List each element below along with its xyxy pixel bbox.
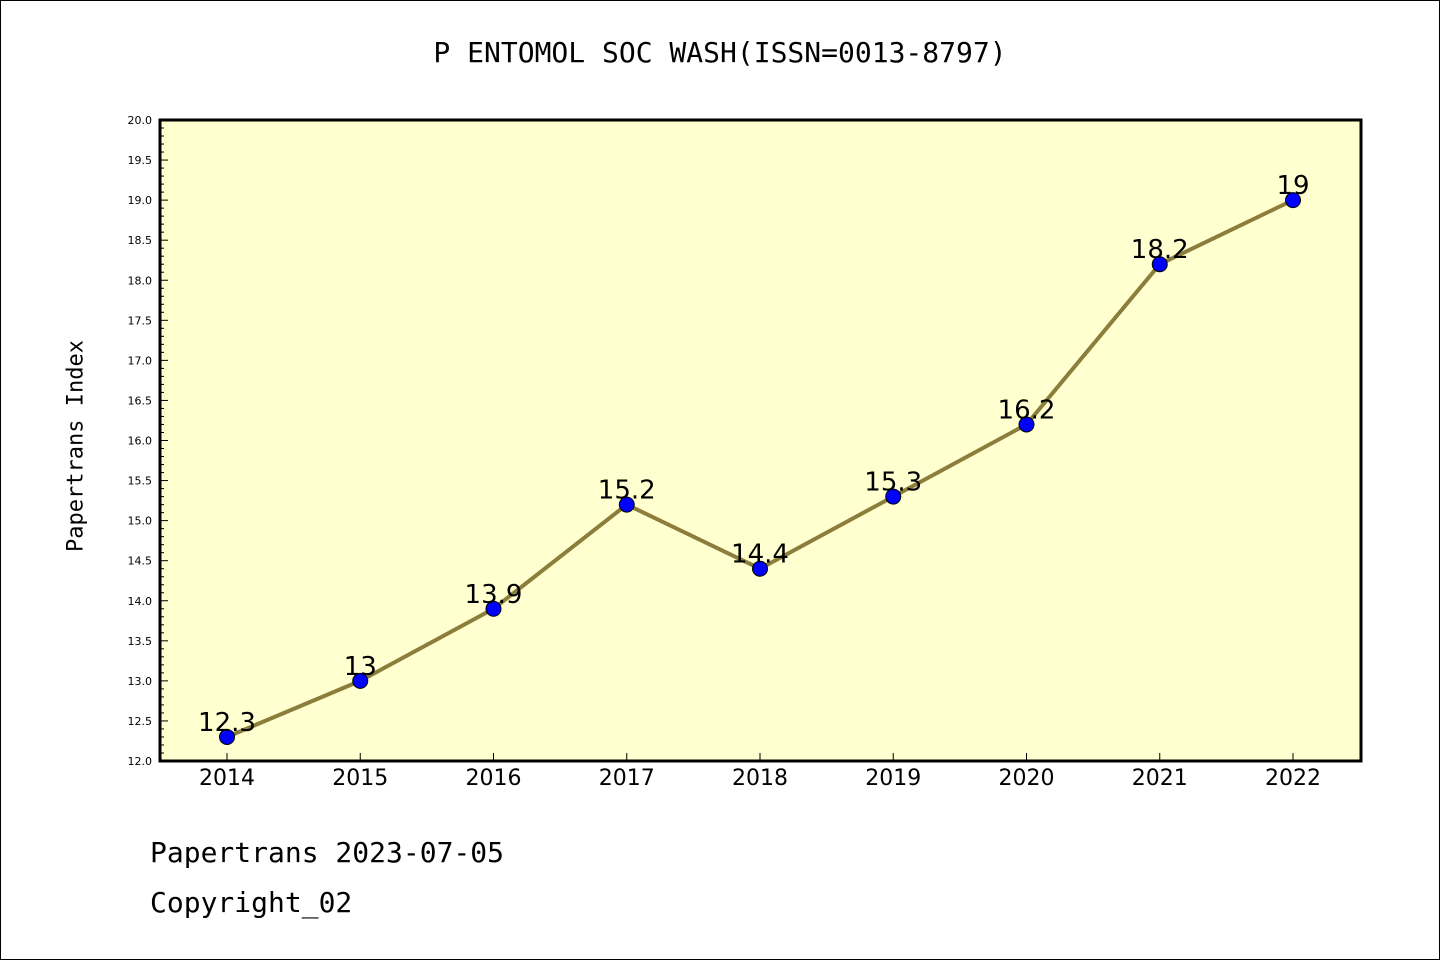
y-tick-label: 15.0 <box>128 515 153 528</box>
y-tick-label: 17.5 <box>128 314 153 327</box>
x-tick-label: 2016 <box>466 766 522 791</box>
data-label: 19 <box>1276 171 1309 201</box>
data-label: 14.4 <box>731 540 789 570</box>
data-point <box>1285 192 1301 209</box>
y-tick-label: 12.5 <box>128 715 153 728</box>
y-tick-label: 20.0 <box>128 114 153 127</box>
data-point <box>618 496 635 513</box>
data-point <box>1018 416 1035 433</box>
x-tick-label: 2019 <box>865 766 921 791</box>
y-tick-label: 19.0 <box>128 194 153 207</box>
data-series: 12.3 13 13.9 15.2 14.4 15.3 16.2 18.2 19 <box>198 171 1310 745</box>
x-tick-label: 2017 <box>599 766 655 791</box>
data-label: 12.3 <box>198 708 256 738</box>
y-tick-label: 19.5 <box>128 154 153 167</box>
y-tick-label: 17.0 <box>128 354 153 367</box>
data-label: 13.9 <box>465 580 523 610</box>
data-point <box>1151 256 1168 273</box>
footer-date: Papertrans 2023-07-05 <box>150 836 505 869</box>
x-tick-label: 2014 <box>199 766 255 791</box>
data-label: 15.2 <box>598 476 656 506</box>
data-label: 18.2 <box>1131 235 1189 265</box>
y-axis: 12.0 12.5 13.0 13.5 14.0 14.5 15.0 15.5 16.0 16.5… <box>128 114 168 768</box>
footer-copyright: Copyright_02 <box>150 886 353 919</box>
y-tick-label: 16.0 <box>128 435 153 448</box>
y-tick-label: 18.5 <box>128 234 153 247</box>
y-tick-label: 14.5 <box>128 555 153 568</box>
data-label: 15.3 <box>864 468 922 498</box>
y-tick-label: 14.0 <box>128 595 153 608</box>
y-tick-label: 15.5 <box>128 475 153 488</box>
data-point <box>352 672 369 689</box>
data-point <box>885 488 902 505</box>
x-tick-label: 2018 <box>732 766 788 791</box>
data-label: 13 <box>344 652 377 682</box>
plot-area <box>158 118 1363 763</box>
y-tick-label: 13.0 <box>128 675 153 688</box>
chart-title: P ENTOMOL SOC WASH(ISSN=0013-8797) <box>433 36 1007 69</box>
y-tick-label: 18.0 <box>128 274 153 287</box>
y-tick-label: 16.5 <box>128 394 153 407</box>
x-tick-label: 2021 <box>1132 766 1188 791</box>
data-label: 16.2 <box>998 395 1056 425</box>
y-tick-label: 12.0 <box>128 755 153 768</box>
y-tick-label: 13.5 <box>128 635 153 648</box>
data-point <box>752 560 768 577</box>
x-tick-label: 2022 <box>1265 766 1321 791</box>
data-point <box>485 600 502 617</box>
x-axis: 2014 2015 2016 2017 2018 2019 2020 2021 2022 <box>199 753 1321 791</box>
x-tick-label: 2015 <box>332 766 388 791</box>
x-tick-label: 2020 <box>999 766 1055 791</box>
data-point <box>219 728 235 745</box>
